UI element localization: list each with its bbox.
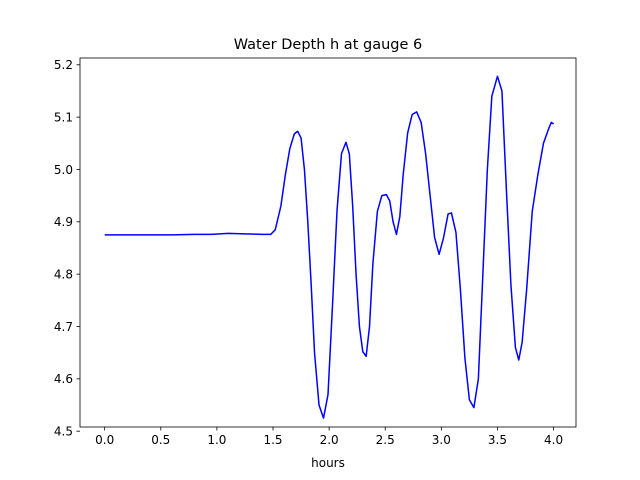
y-tick-label: 4.5	[54, 424, 73, 438]
y-tick-label: 5.2	[54, 58, 73, 72]
y-tick-label: 4.6	[54, 372, 73, 386]
y-tick-label: 5.0	[54, 163, 73, 177]
x-tick-label: 0.0	[95, 433, 114, 447]
y-tick-label: 5.1	[54, 110, 73, 124]
x-tick-label: 3.5	[488, 433, 507, 447]
chart-title: Water Depth h at gauge 6	[234, 37, 422, 53]
x-tick-label: 0.5	[151, 433, 170, 447]
x-tick-label: 3.0	[432, 433, 451, 447]
x-axis-label: hours	[311, 456, 345, 470]
y-tick-label: 4.8	[54, 267, 73, 281]
y-tick-label: 4.7	[54, 320, 73, 334]
x-tick-label: 4.0	[544, 433, 563, 447]
x-tick-label: 1.5	[263, 433, 282, 447]
x-tick-label: 1.0	[207, 433, 226, 447]
x-tick-label: 2.5	[376, 433, 395, 447]
axes-frame	[79, 57, 577, 428]
series-line-1	[104, 75, 554, 419]
plot-area: 0.0 0.5 1.0 1.5 2.0 2.5 3.0 3.5 4.0 4.5 4.6 4.7 4.8 4…	[54, 57, 577, 447]
x-tick-label: 2.0	[320, 433, 339, 447]
y-tick-label: 4.9	[54, 215, 73, 229]
